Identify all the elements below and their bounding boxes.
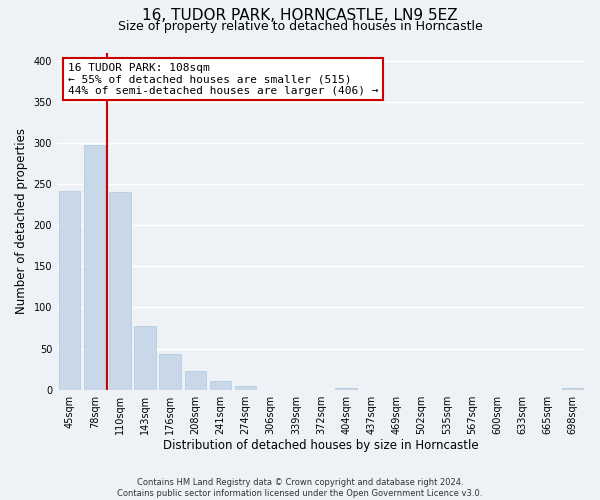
X-axis label: Distribution of detached houses by size in Horncastle: Distribution of detached houses by size … [163, 440, 479, 452]
Bar [210, 382, 231, 390]
Bar [235, 386, 256, 390]
Bar [84, 144, 106, 390]
Text: 16 TUDOR PARK: 108sqm
← 55% of detached houses are smaller (515)
44% of semi-det: 16 TUDOR PARK: 108sqm ← 55% of detached … [68, 62, 378, 96]
Bar [59, 190, 80, 390]
Bar [160, 354, 181, 390]
Bar [335, 388, 357, 390]
Text: Contains HM Land Registry data © Crown copyright and database right 2024.
Contai: Contains HM Land Registry data © Crown c… [118, 478, 482, 498]
Text: 16, TUDOR PARK, HORNCASTLE, LN9 5EZ: 16, TUDOR PARK, HORNCASTLE, LN9 5EZ [142, 8, 458, 22]
Text: Size of property relative to detached houses in Horncastle: Size of property relative to detached ho… [118, 20, 482, 33]
Bar [134, 326, 156, 390]
Bar [185, 371, 206, 390]
Bar [562, 388, 583, 390]
Bar [109, 192, 131, 390]
Y-axis label: Number of detached properties: Number of detached properties [15, 128, 28, 314]
